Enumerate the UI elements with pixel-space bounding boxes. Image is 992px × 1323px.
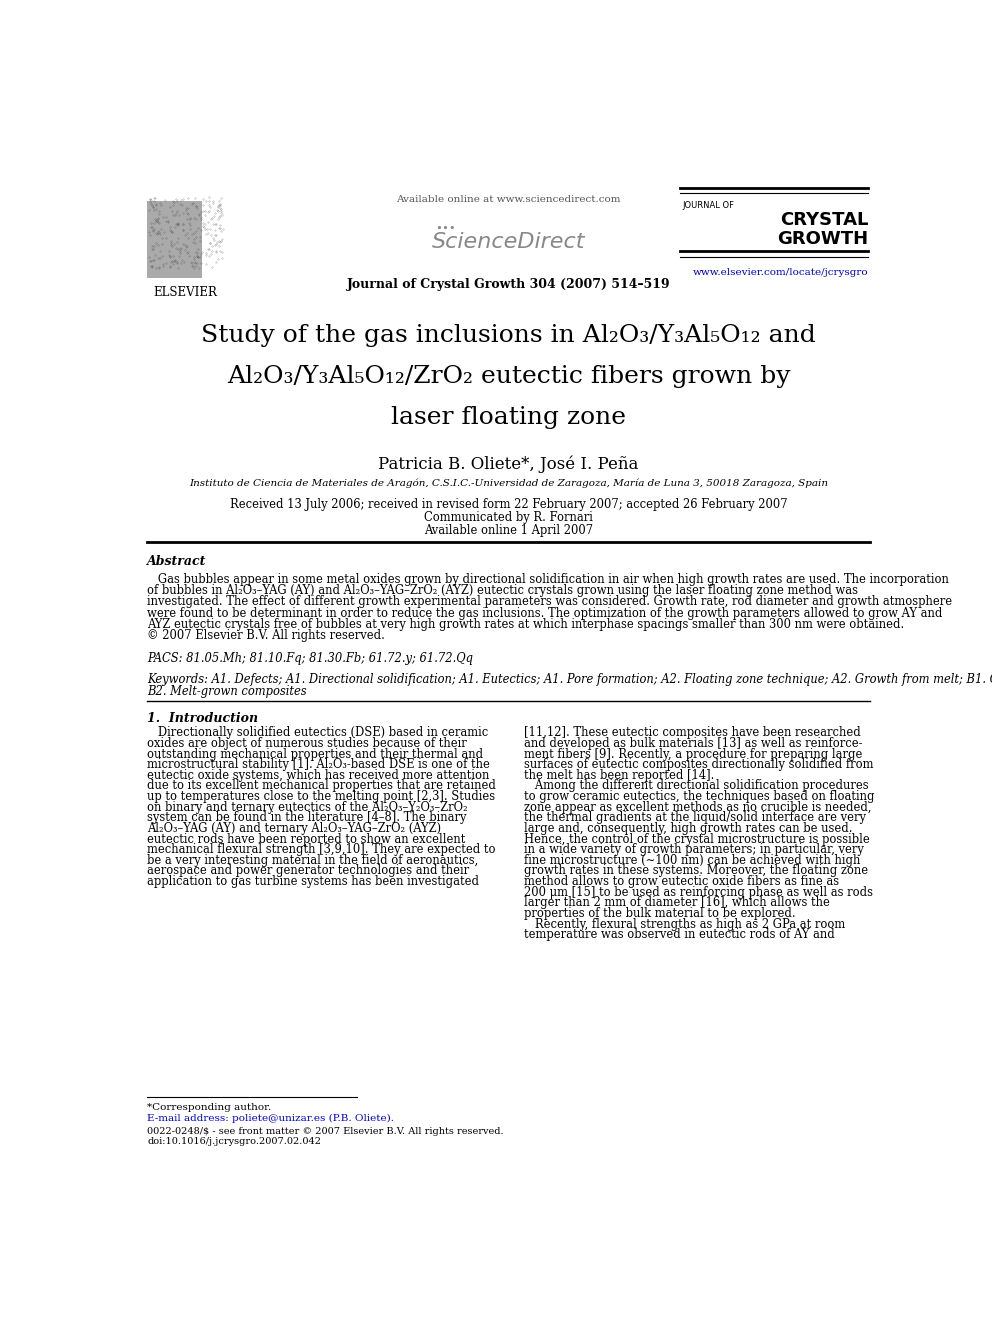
Text: temperature was observed in eutectic rods of AY and: temperature was observed in eutectic rod… [524,929,834,941]
Text: *Corresponding author.: *Corresponding author. [147,1103,272,1111]
Text: due to its excellent mechanical properties that are retained: due to its excellent mechanical properti… [147,779,496,792]
Text: on binary and ternary eutectics of the Al₂O₃–Y₂O₃–ZrO₂: on binary and ternary eutectics of the A… [147,800,468,814]
Text: © 2007 Elsevier B.V. All rights reserved.: © 2007 Elsevier B.V. All rights reserved… [147,628,385,642]
Bar [147,201,201,278]
Text: Patricia B. Oliete*, José I. Peña: Patricia B. Oliete*, José I. Peña [378,455,639,472]
Text: of bubbles in Al₂O₃–YAG (AY) and Al₂O₃–YAG–ZrO₂ (AYZ) eutectic crystals grown us: of bubbles in Al₂O₃–YAG (AY) and Al₂O₃–Y… [147,585,858,597]
Text: properties of the bulk material to be explored.: properties of the bulk material to be ex… [524,906,796,919]
Text: system can be found in the literature [4–8]. The binary: system can be found in the literature [4… [147,811,467,824]
Text: large and, consequently, high growth rates can be used.: large and, consequently, high growth rat… [524,822,852,835]
Text: laser floating zone: laser floating zone [391,406,626,429]
Text: and developed as bulk materials [13] as well as reinforce-: and developed as bulk materials [13] as … [524,737,862,750]
Text: the melt has been reported [14].: the melt has been reported [14]. [524,769,714,782]
Text: oxides are object of numerous studies because of their: oxides are object of numerous studies be… [147,737,467,750]
Text: GROWTH: GROWTH [777,230,868,247]
Text: Communicated by R. Fornari: Communicated by R. Fornari [424,512,593,524]
Text: Available online at www.sciencedirect.com: Available online at www.sciencedirect.co… [396,194,621,204]
Text: Study of the gas inclusions in Al₂O₃/Y₃Al₅O₁₂ and: Study of the gas inclusions in Al₂O₃/Y₃A… [201,324,815,348]
Text: www.elsevier.com/locate/jcrysgro: www.elsevier.com/locate/jcrysgro [692,269,868,277]
Text: microstructural stability [1]. Al₂O₃-based DSE is one of the: microstructural stability [1]. Al₂O₃-bas… [147,758,490,771]
Text: 200 μm [15] to be used as reinforcing phase as well as rods: 200 μm [15] to be used as reinforcing ph… [524,885,873,898]
Text: investigated. The effect of different growth experimental parameters was conside: investigated. The effect of different gr… [147,595,952,609]
Text: PACS: 81.05.Mh; 81.10.Fq; 81.30.Fb; 61.72.y; 61.72.Qq: PACS: 81.05.Mh; 81.10.Fq; 81.30.Fb; 61.7… [147,651,473,664]
Text: application to gas turbine systems has been investigated: application to gas turbine systems has b… [147,875,479,888]
Text: ScienceDirect: ScienceDirect [432,232,585,251]
Text: Directionally solidified eutectics (DSE) based in ceramic: Directionally solidified eutectics (DSE)… [147,726,488,740]
Text: B2. Melt-grown composites: B2. Melt-grown composites [147,685,307,697]
Text: fine microstructure (∼100 nm) can be achieved with high: fine microstructure (∼100 nm) can be ach… [524,853,860,867]
Text: surfaces of eutectic composites directionally solidified from: surfaces of eutectic composites directio… [524,758,873,771]
Text: ELSEVIER: ELSEVIER [154,286,217,299]
Text: 0022-0248/$ - see front matter © 2007 Elsevier B.V. All rights reserved.: 0022-0248/$ - see front matter © 2007 El… [147,1127,504,1136]
Text: ∙∙•: ∙∙• [435,224,456,233]
Text: Recently, flexural strengths as high as 2 GPa at room: Recently, flexural strengths as high as … [524,918,845,930]
Text: Journal of Crystal Growth 304 (2007) 514–519: Journal of Crystal Growth 304 (2007) 514… [346,278,671,291]
Text: JOURNAL OF: JOURNAL OF [682,201,734,210]
Text: CRYSTAL: CRYSTAL [780,212,868,229]
Text: eutectic oxide systems, which has received more attention: eutectic oxide systems, which has receiv… [147,769,490,782]
Text: Al₂O₃–YAG (AY) and ternary Al₂O₃–YAG–ZrO₂ (AYZ): Al₂O₃–YAG (AY) and ternary Al₂O₃–YAG–ZrO… [147,822,441,835]
Text: mechanical flexural strength [3,9,10]. They are expected to: mechanical flexural strength [3,9,10]. T… [147,843,496,856]
Text: method allows to grow eutectic oxide fibers as fine as: method allows to grow eutectic oxide fib… [524,875,839,888]
Text: to grow ceramic eutectics, the techniques based on floating: to grow ceramic eutectics, the technique… [524,790,874,803]
Text: [11,12]. These eutectic composites have been researched: [11,12]. These eutectic composites have … [524,726,861,740]
Text: be a very interesting material in the field of aeronautics,: be a very interesting material in the fi… [147,853,478,867]
Text: AYZ eutectic crystals free of bubbles at very high growth rates at which interph: AYZ eutectic crystals free of bubbles at… [147,618,905,631]
Text: larger than 2 mm of diameter [16], which allows the: larger than 2 mm of diameter [16], which… [524,896,829,909]
Text: Hence, the control of the crystal microstructure is possible: Hence, the control of the crystal micros… [524,832,870,845]
Text: Gas bubbles appear in some metal oxides grown by directional solidification in a: Gas bubbles appear in some metal oxides … [147,573,949,586]
Text: growth rates in these systems. Moreover, the floating zone: growth rates in these systems. Moreover,… [524,864,868,877]
Text: outstanding mechanical properties and their thermal and: outstanding mechanical properties and th… [147,747,483,761]
Text: zone appear as excellent methods as no crucible is needed,: zone appear as excellent methods as no c… [524,800,871,814]
Text: in a wide variety of growth parameters; in particular, very: in a wide variety of growth parameters; … [524,843,864,856]
Text: ment fibers [9]. Recently, a procedure for preparing large: ment fibers [9]. Recently, a procedure f… [524,747,862,761]
Text: Available online 1 April 2007: Available online 1 April 2007 [424,524,593,537]
Text: Received 13 July 2006; received in revised form 22 February 2007; accepted 26 Fe: Received 13 July 2006; received in revis… [229,497,788,511]
Text: Among the different directional solidification procedures: Among the different directional solidifi… [524,779,869,792]
Text: doi:10.1016/j.jcrysgro.2007.02.042: doi:10.1016/j.jcrysgro.2007.02.042 [147,1138,321,1147]
Text: up to temperatures close to the melting point [2,3]. Studies: up to temperatures close to the melting … [147,790,495,803]
Text: Al₂O₃/Y₃Al₅O₁₂/ZrO₂ eutectic fibers grown by: Al₂O₃/Y₃Al₅O₁₂/ZrO₂ eutectic fibers grow… [226,365,791,388]
Text: aerospace and power generator technologies and their: aerospace and power generator technologi… [147,864,469,877]
Text: Abstract: Abstract [147,556,206,569]
Text: Keywords: A1. Defects; A1. Directional solidification; A1. Eutectics; A1. Pore f: Keywords: A1. Defects; A1. Directional s… [147,673,992,687]
Text: the thermal gradients at the liquid/solid interface are very: the thermal gradients at the liquid/soli… [524,811,866,824]
Text: were found to be determinant in order to reduce the gas inclusions. The optimiza: were found to be determinant in order to… [147,606,942,619]
Text: Instituto de Ciencia de Materiales de Aragón, C.S.I.C.-Universidad de Zaragoza, : Instituto de Ciencia de Materiales de Ar… [188,479,828,488]
Text: eutectic rods have been reported to show an excellent: eutectic rods have been reported to show… [147,832,465,845]
Text: E-mail address: poliete@unizar.es (P.B. Oliete).: E-mail address: poliete@unizar.es (P.B. … [147,1114,394,1123]
Text: 1.  Introduction: 1. Introduction [147,712,258,725]
